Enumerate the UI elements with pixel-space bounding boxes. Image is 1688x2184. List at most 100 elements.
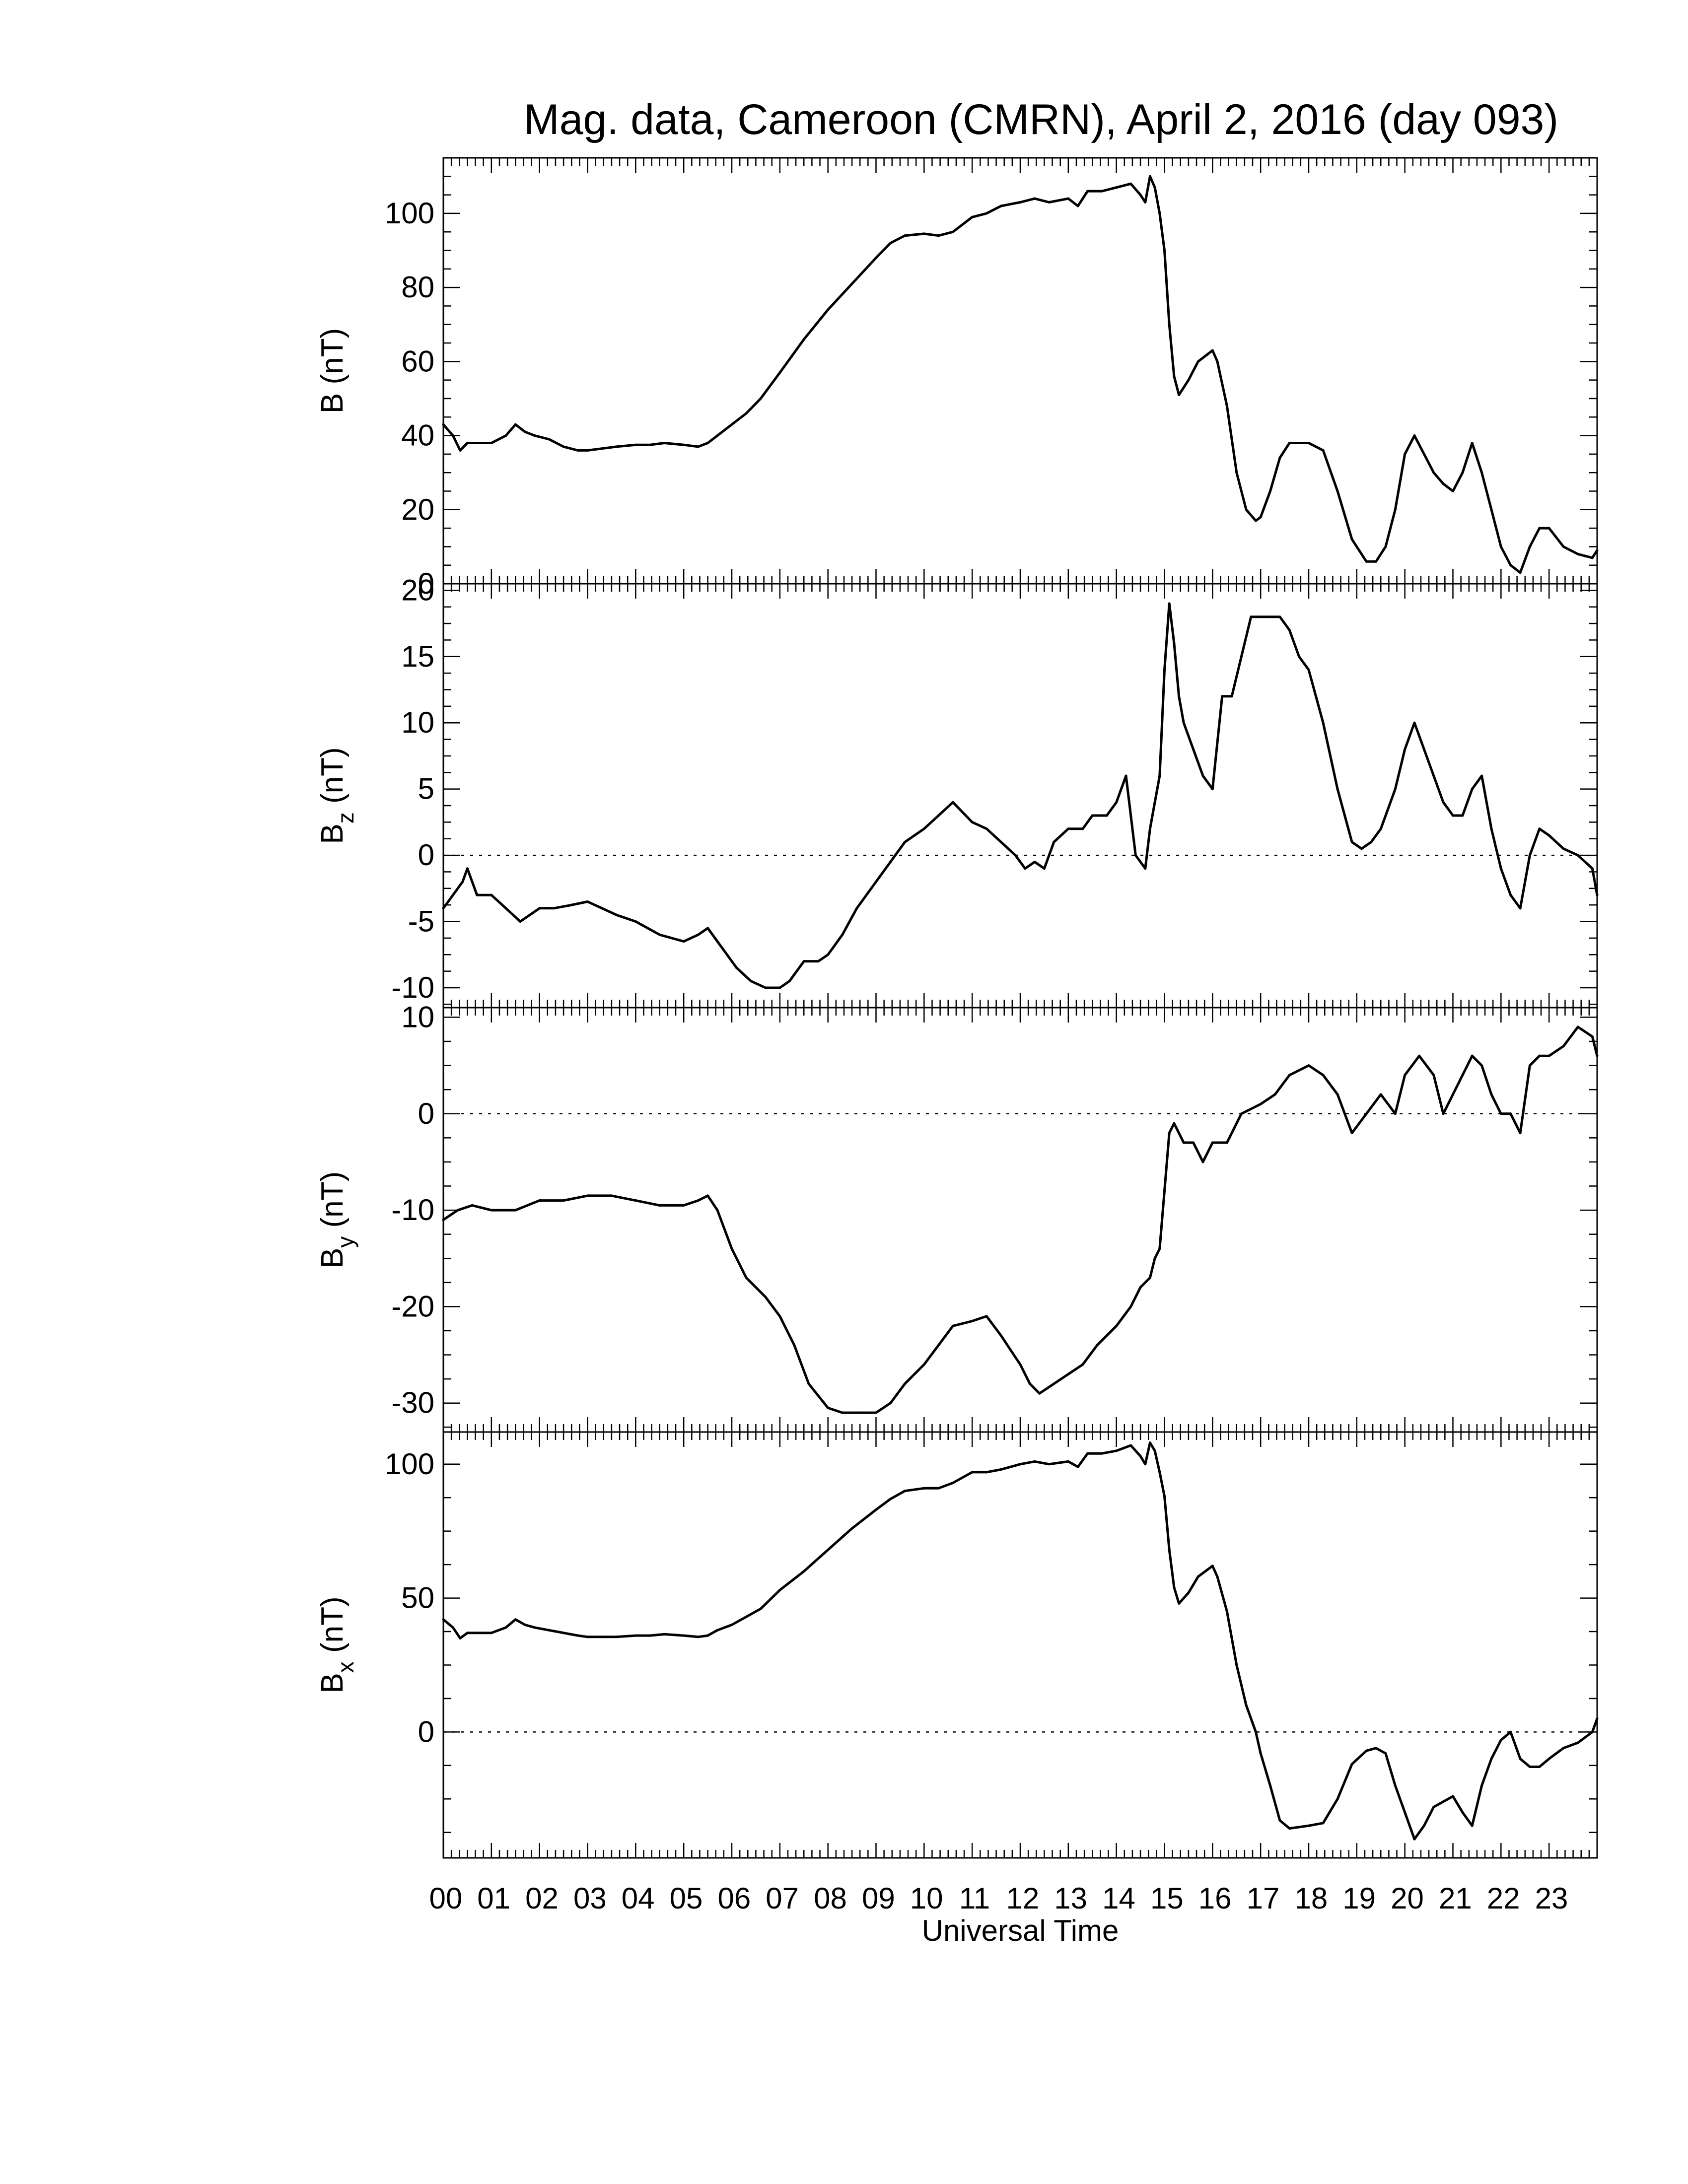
- data-point: [1336, 489, 1339, 492]
- data-point: [1461, 814, 1464, 817]
- data-point: [1490, 827, 1493, 830]
- data-point: [1182, 721, 1185, 724]
- data-point: [889, 1498, 892, 1501]
- x-axis-label: Universal Time: [922, 1914, 1119, 1947]
- data-point: [1033, 860, 1036, 863]
- data-point: [548, 438, 551, 441]
- data-point: [721, 947, 724, 950]
- data-point: [519, 920, 522, 923]
- data-point: [1499, 1112, 1502, 1115]
- y-axis-label-main: B: [315, 1248, 350, 1268]
- data-point: [586, 900, 589, 903]
- data-point: [615, 445, 618, 448]
- data-point: [1480, 1064, 1483, 1067]
- data-point: [1144, 1463, 1147, 1466]
- data-point: [1370, 840, 1373, 843]
- x-tick-label: 04: [622, 1882, 655, 1915]
- data-point: [442, 423, 445, 426]
- data-point: [1187, 1591, 1190, 1594]
- data-point: [1499, 545, 1502, 548]
- series-line: [442, 1441, 1599, 1841]
- data-point: [1269, 615, 1272, 618]
- y-tick-label: 50: [401, 1581, 434, 1615]
- data-point: [1148, 175, 1151, 178]
- data-point: [601, 447, 604, 450]
- data-point: [1360, 847, 1363, 850]
- data-point: [1562, 1045, 1565, 1048]
- data-point: [1201, 774, 1204, 777]
- data-point: [817, 960, 820, 963]
- data-point: [937, 1344, 940, 1347]
- x-tick-label: 21: [1439, 1882, 1472, 1915]
- data-point: [730, 1624, 733, 1627]
- data-point: [1076, 205, 1079, 207]
- x-tick-label: 14: [1102, 1882, 1135, 1915]
- data-point: [1365, 1749, 1368, 1752]
- data-point: [682, 1634, 685, 1637]
- data-point: [1509, 564, 1512, 567]
- data-point: [1043, 867, 1046, 870]
- data-point: [1471, 441, 1474, 444]
- data-point: [456, 1209, 459, 1212]
- data-point: [1288, 441, 1291, 444]
- data-point: [1288, 1827, 1291, 1830]
- data-point: [1269, 489, 1272, 492]
- y-axis-label-main: B: [315, 1673, 350, 1693]
- data-point: [1547, 1757, 1550, 1760]
- data-point: [793, 1344, 796, 1347]
- y-tick-label: 20: [401, 573, 434, 607]
- data-point: [1528, 1064, 1531, 1067]
- data-point: [514, 1209, 517, 1212]
- data-point: [1024, 867, 1027, 870]
- data-point: [586, 449, 589, 452]
- data-point: [1336, 1093, 1339, 1096]
- y-axis-label: By (nT): [315, 1171, 358, 1268]
- data-point: [716, 434, 719, 437]
- data-point: [1350, 538, 1353, 541]
- data-point: [971, 820, 974, 823]
- data-point: [904, 840, 907, 843]
- data-point: [875, 1411, 877, 1414]
- data-point: [889, 860, 892, 863]
- y-axis-label-unit: (nT): [315, 747, 350, 812]
- data-point: [716, 1209, 719, 1212]
- data-point: [634, 1199, 637, 1202]
- data-point: [1336, 788, 1339, 791]
- data-point: [1144, 201, 1147, 204]
- data-point: [1158, 212, 1161, 215]
- data-point: [586, 1194, 589, 1197]
- data-point: [922, 1487, 925, 1490]
- data-point: [1538, 527, 1541, 530]
- data-point: [1240, 1112, 1243, 1115]
- data-point: [1490, 508, 1493, 511]
- y-tick-label: 10: [401, 1000, 434, 1033]
- data-point: [562, 1199, 565, 1202]
- data-point: [1452, 1795, 1454, 1798]
- data-point: [1418, 1054, 1421, 1057]
- data-point: [1178, 1602, 1181, 1605]
- data-point: [1168, 323, 1171, 326]
- plot-frame: [442, 583, 1598, 1009]
- data-point: [1404, 453, 1407, 456]
- data-point: [1173, 375, 1176, 378]
- data-point: [490, 441, 493, 444]
- data-point: [459, 449, 462, 452]
- data-point: [1322, 721, 1325, 724]
- data-point: [1365, 1112, 1368, 1115]
- data-point: [1081, 827, 1084, 830]
- x-tick-label: 01: [477, 1882, 510, 1915]
- data-point: [1350, 1763, 1353, 1766]
- data-point: [538, 907, 541, 910]
- data-point: [459, 1637, 462, 1640]
- data-point: [1158, 1247, 1161, 1250]
- data-point: [1033, 197, 1036, 200]
- y-tick-label: 80: [401, 271, 434, 304]
- data-point: [682, 443, 685, 446]
- data-point: [875, 256, 877, 259]
- data-point: [490, 1209, 493, 1212]
- data-point: [841, 1411, 844, 1414]
- data-point: [875, 880, 877, 883]
- y-tick-label: -10: [391, 971, 434, 1004]
- data-point: [1528, 545, 1531, 548]
